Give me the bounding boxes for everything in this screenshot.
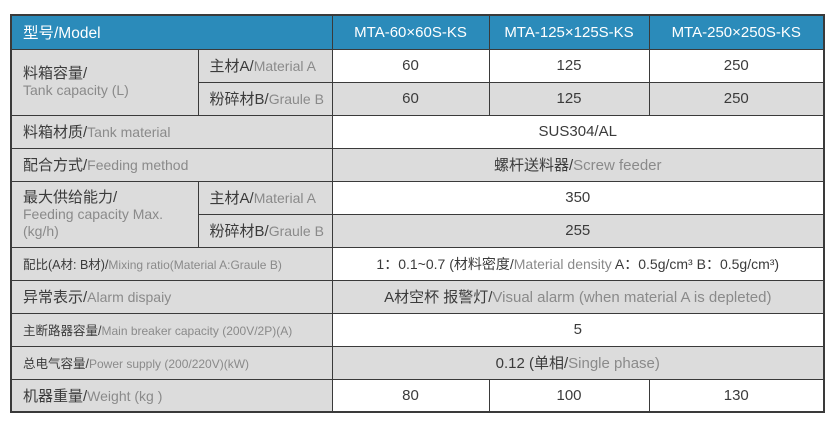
feeding-capacity-a-value: 350: [331, 180, 825, 215]
weight-value-2: 100: [488, 378, 650, 413]
value-part3: A：0.5g/cm³ B：0.5g/cm³): [614, 255, 780, 272]
tank-capacity-label-zh: 料箱容量/: [23, 65, 88, 82]
label-en: Main breaker capacity (200V/2P)(A): [101, 323, 293, 338]
feeding-method-value: 螺杆送料器/Screw feeder: [331, 147, 825, 182]
sublabel-zh: 粉碎材B/: [209, 223, 269, 240]
label-en: Alarm dispaiy: [87, 289, 172, 305]
main-breaker-value: 5: [331, 312, 825, 347]
feeding-capacity-label-en1: Feeding capacity Max.: [23, 205, 164, 222]
row-feeding-capacity-b: 粉碎材B/Graule B 255: [11, 213, 825, 248]
feeding-capacity-label: 最大供给能力/ Feeding capacity Max. (kg/h): [10, 180, 199, 248]
label-zh: 机器重量/: [23, 387, 88, 405]
value-gray: Single phase): [568, 355, 660, 372]
row-alarm-display: 异常表示/Alarm dispaiy A材空杯 报警灯/Visual alarm…: [10, 279, 825, 314]
label-zh: 主断路器容量/: [23, 323, 102, 338]
weight-value-1: 80: [331, 378, 490, 413]
mixing-ratio-label: 配比(A材: B材)/Mixing ratio(Material A:Graul…: [10, 246, 333, 281]
sublabel-en: Graule B: [268, 91, 324, 107]
sublabel-zh: 主材A/: [209, 58, 254, 75]
spec-table: 型号/Model MTA-60×60S-KS MTA-125×125S-KS M…: [10, 14, 825, 413]
row-power-supply: 总电气容量/Power supply (200/220V)(kW) 0.12 (…: [10, 345, 825, 380]
feeding-capacity-b-sublabel: 粉碎材B/Graule B: [197, 213, 333, 248]
model-column-1: MTA-60×60S-KS: [331, 14, 490, 50]
row-feeding-capacity-a: 最大供给能力/ Feeding capacity Max. (kg/h) 主材A…: [10, 180, 825, 248]
tank-material-label: 料箱材质/Tank material: [10, 114, 333, 149]
sublabel-zh: 主材A/: [209, 190, 254, 207]
power-supply-value: 0.12 (单相/Single phase): [331, 345, 825, 380]
label-en: Mixing ratio(Material A:Graule B): [108, 257, 282, 272]
label-zh: 配比(A材: B材)/: [23, 257, 109, 272]
feeding-capacity-a-sublabel: 主材A/Material A: [197, 180, 333, 215]
feeding-method-label: 配合方式/Feeding method: [10, 147, 333, 182]
row-main-breaker: 主断路器容量/Main breaker capacity (200V/2P)(A…: [10, 312, 825, 347]
alarm-display-label: 异常表示/Alarm dispaiy: [10, 279, 333, 314]
tank-capacity-a-sublabel: 主材A/Material A: [197, 48, 333, 83]
value-en: Visual alarm (when material A is deplete…: [492, 289, 772, 306]
label-zh: 异常表示/: [23, 289, 88, 306]
tank-material-value: SUS304/AL: [331, 114, 825, 149]
feeding-capacity-b-value: 255: [331, 213, 825, 248]
tank-capacity-label: 料箱容量/ Tank capacity (L): [10, 48, 199, 116]
sublabel-zh: 粉碎材B/: [209, 91, 269, 108]
row-tank-material: 料箱材质/Tank material SUS304/AL: [10, 114, 825, 149]
label-en: Weight (kg ): [87, 387, 163, 404]
power-supply-label: 总电气容量/Power supply (200/220V)(kW): [10, 345, 333, 380]
main-breaker-label: 主断路器容量/Main breaker capacity (200V/2P)(A…: [10, 312, 333, 347]
weight-label: 机器重量/Weight (kg ): [10, 378, 333, 413]
value-zh: 螺杆送料器/: [493, 157, 574, 174]
header-row: 型号/Model MTA-60×60S-KS MTA-125×125S-KS M…: [10, 14, 825, 50]
label-zh: 配合方式/: [23, 157, 88, 174]
label-en: Tank material: [87, 124, 171, 140]
tank-capacity-b-value-2: 125: [488, 81, 650, 116]
tank-capacity-label-en: Tank capacity (L): [23, 82, 129, 98]
sublabel-en: Material A: [253, 58, 316, 74]
label-en: Feeding method: [87, 157, 189, 173]
feeding-capacity-label-en2: (kg/h): [23, 222, 59, 239]
tank-capacity-a-value-1: 60: [331, 48, 490, 83]
value-en: Screw feeder: [573, 157, 662, 174]
tank-capacity-b-value-1: 60: [331, 81, 490, 116]
tank-capacity-a-value-2: 125: [488, 48, 650, 83]
label-en: Power supply (200/220V)(kW): [88, 356, 250, 371]
row-weight: 机器重量/Weight (kg ) 80 100 130: [10, 378, 825, 413]
model-column-2: MTA-125×125S-KS: [488, 14, 650, 50]
sublabel-en: Material A: [253, 190, 316, 206]
model-header-label: 型号/Model: [10, 14, 333, 50]
weight-value-3: 130: [648, 378, 825, 413]
value-dark: 0.12 (单相/: [495, 355, 569, 372]
sublabel-en: Graule B: [268, 223, 324, 239]
row-tank-capacity-b: 粉碎材B/Graule B 60 125 250: [11, 81, 825, 116]
alarm-display-value: A材空杯 报警灯/Visual alarm (when material A i…: [331, 279, 825, 314]
model-column-3: MTA-250×250S-KS: [648, 14, 825, 50]
label-zh: 料箱材质/: [23, 124, 88, 141]
value-zh: A材空杯 报警灯/: [384, 289, 493, 306]
value-part1: 1：0.1~0.7 (材料密度/: [376, 255, 514, 272]
row-tank-capacity-a: 料箱容量/ Tank capacity (L) 主材A/Material A 6…: [10, 48, 825, 116]
feeding-capacity-label-zh: 最大供给能力/: [23, 188, 118, 206]
spec-sheet: 型号/Model MTA-60×60S-KS MTA-125×125S-KS M…: [10, 14, 825, 413]
tank-capacity-b-value-3: 250: [648, 81, 825, 116]
mixing-ratio-value: 1：0.1~0.7 (材料密度/Material density A：0.5g/…: [331, 246, 825, 281]
label-zh: 总电气容量/: [23, 356, 89, 371]
row-feeding-method: 配合方式/Feeding method 螺杆送料器/Screw feeder: [10, 147, 825, 182]
tank-capacity-a-value-3: 250: [648, 48, 825, 83]
tank-capacity-b-sublabel: 粉碎材B/Graule B: [197, 81, 333, 116]
value-part2: Material density: [513, 255, 615, 272]
row-mixing-ratio: 配比(A材: B材)/Mixing ratio(Material A:Graul…: [10, 246, 825, 281]
